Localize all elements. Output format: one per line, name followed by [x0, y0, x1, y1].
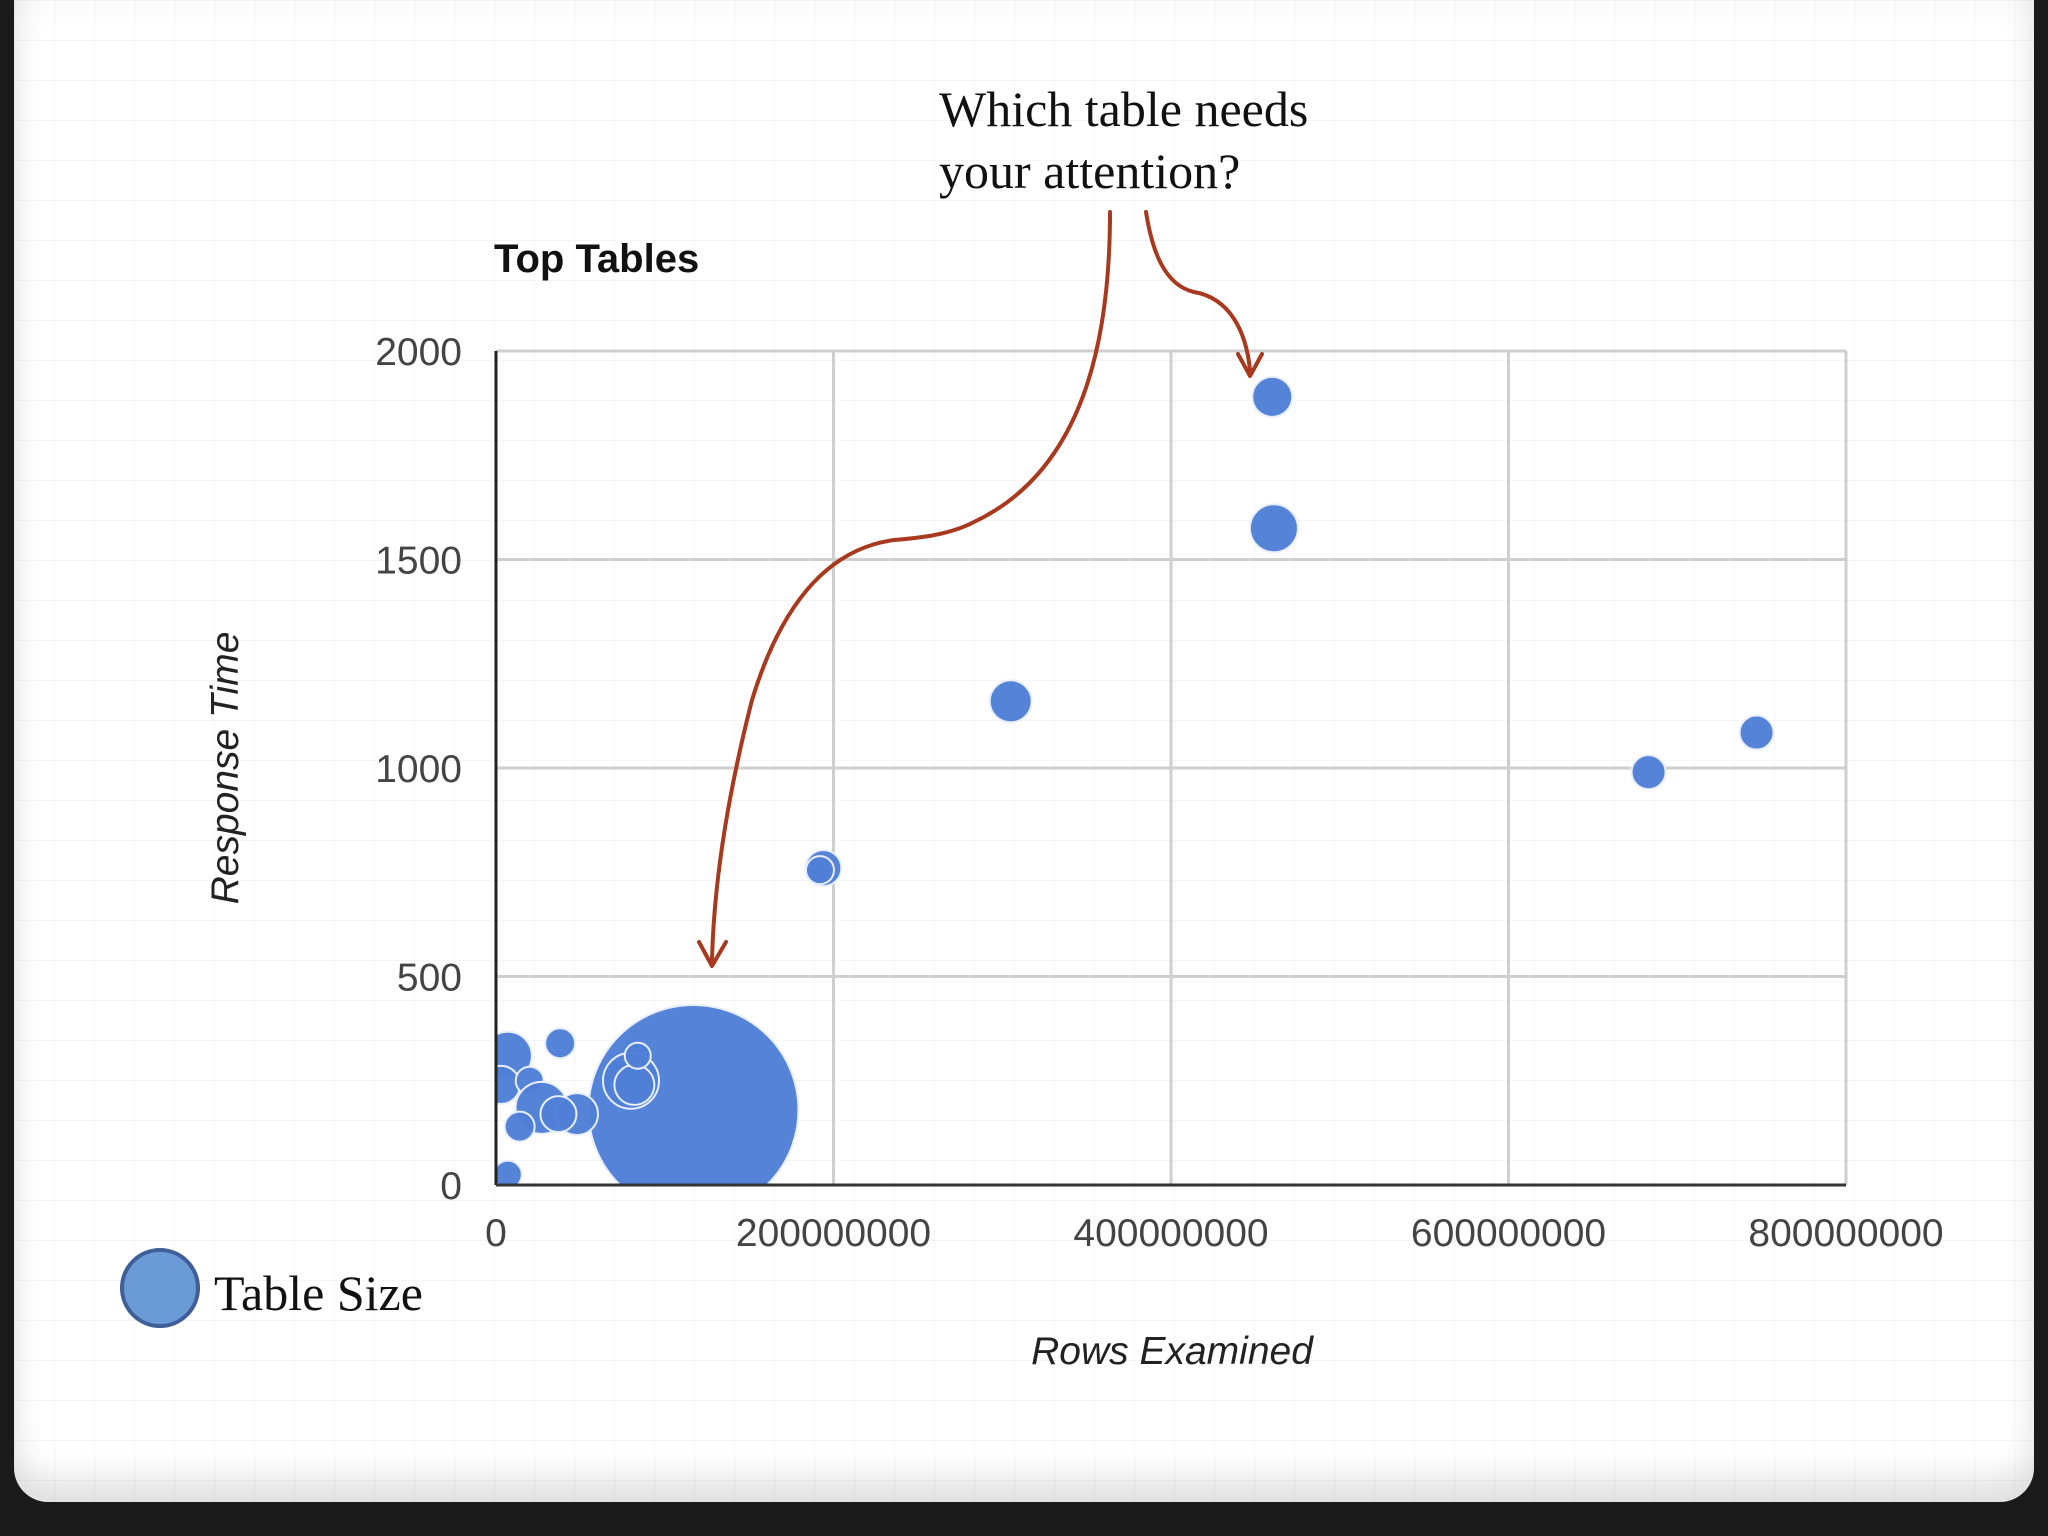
annotation-arrows: [697, 210, 1264, 968]
x-tick-label: 400000000: [1073, 1212, 1268, 1255]
chart-title: Top Tables: [494, 237, 699, 281]
bubble-point: [496, 1064, 522, 1105]
arrow-to-top-table: [1144, 210, 1252, 372]
slide-background: Top Tables 0 200000000 400000000 600000000 8…: [14, 0, 2034, 1502]
bubble-point: [988, 679, 1033, 724]
y-tick-label: 1500: [375, 540, 462, 583]
y-tick-label: 1000: [375, 748, 462, 791]
arrow-to-large-table: [710, 210, 1112, 962]
bubble-point: [539, 1095, 578, 1134]
grid-lines: [496, 349, 1848, 1185]
legend-bubble-icon: [120, 1248, 200, 1328]
bubble-point: [544, 1027, 577, 1060]
x-tick-label: 800000000: [1748, 1212, 1943, 1255]
y-axis-label: Response Time: [204, 632, 247, 905]
bubble-point: [613, 1063, 656, 1106]
x-tick-label: 200000000: [736, 1212, 931, 1255]
annotation-line-1: Which table needs: [939, 81, 1308, 137]
y-tick-label: 0: [440, 1165, 462, 1208]
bubble-point: [1630, 754, 1667, 791]
axes: [494, 351, 1846, 1187]
x-tick-label: 600000000: [1411, 1212, 1606, 1255]
bubble-point: [1248, 503, 1299, 554]
x-tick-label: 0: [485, 1212, 507, 1255]
bubble-point: [623, 1041, 652, 1070]
arrow-head-top-table: [1236, 352, 1264, 378]
bubble-point: [805, 855, 835, 886]
bubble-point: [587, 1003, 800, 1185]
bubble-point: [496, 1159, 523, 1185]
y-tick-label: 2000: [375, 331, 462, 374]
tick-labels: 0 200000000 400000000 600000000 800000000 0 50…: [375, 331, 1943, 1255]
arrow-head-large-table: [697, 940, 728, 968]
bubble-point: [1738, 714, 1775, 751]
annotation-line-2: your attention?: [939, 143, 1240, 199]
bubble-point: [1251, 375, 1294, 418]
bubble-chart: Top Tables 0 200000000 400000000 600000000 8…: [120, 81, 1944, 1373]
x-axis-label: Rows Examined: [1031, 1330, 1314, 1373]
bubble-point: [503, 1110, 536, 1143]
legend-label: Table Size: [214, 1265, 423, 1321]
data-points: [496, 375, 1775, 1185]
legend: Table Size: [120, 1248, 423, 1328]
y-tick-label: 500: [397, 957, 462, 1000]
